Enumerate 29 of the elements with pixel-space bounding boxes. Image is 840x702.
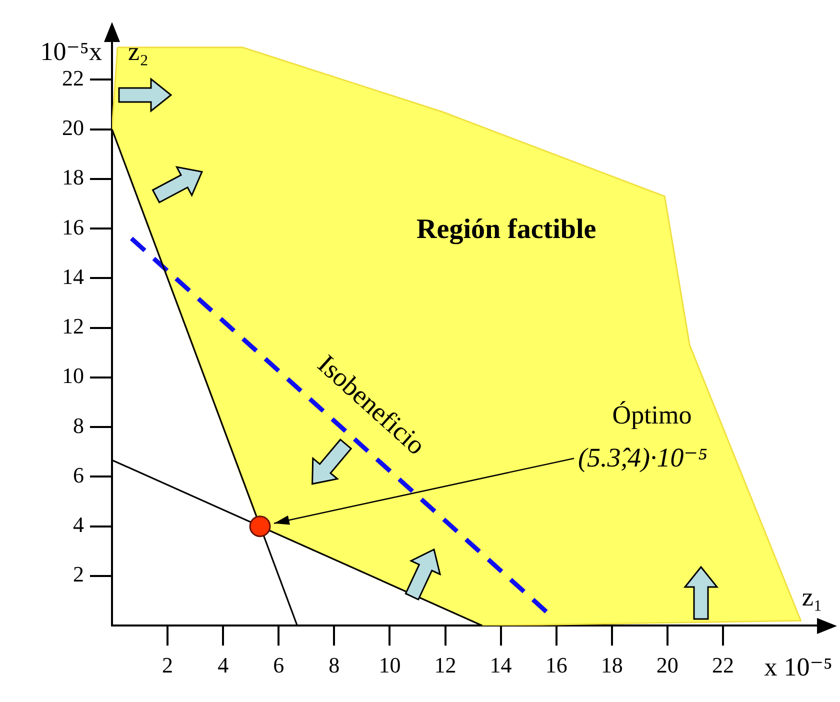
y-tick-label: 14 (62, 264, 84, 289)
x-tick-label: 2 (162, 652, 174, 678)
x-tick-label: 12 (434, 652, 456, 678)
x-tick-label: 18 (600, 652, 623, 678)
x-tick-label: 22 (712, 652, 734, 678)
x-tick-label: 8 (328, 652, 340, 678)
annotation: Óptimo (612, 400, 692, 430)
series-label: Región factible (416, 214, 596, 246)
annotation: (5.3̂,4)·10⁻⁵ (578, 442, 708, 472)
x-tick-label: 14 (490, 652, 512, 678)
y-tick-label: 8 (73, 412, 84, 438)
y-tick-label: 4 (73, 512, 84, 538)
x-axis-title: z₁ (802, 582, 822, 612)
y-tick-label: 12 (62, 314, 84, 339)
text: x 10⁻⁵ (764, 652, 832, 682)
y-tick-label: 18 (62, 164, 84, 190)
y-axis-title: z₂ (128, 37, 149, 66)
y-tick-label: 6 (73, 462, 84, 488)
y-tick-label: 2 (73, 562, 84, 587)
y-tick-label: 22 (62, 65, 84, 90)
x-tick-label: 6 (273, 652, 284, 678)
text: 10⁻⁵x (40, 37, 102, 66)
x-tick-label: 20 (656, 652, 678, 678)
x-tick-label: 4 (218, 652, 229, 678)
y-tick-label: 10 (62, 363, 84, 388)
x-tick-label: 16 (545, 652, 568, 678)
x-tick-label: 10 (378, 652, 401, 678)
y-tick-label: 20 (62, 115, 84, 140)
y-tick-label: 16 (62, 214, 84, 240)
